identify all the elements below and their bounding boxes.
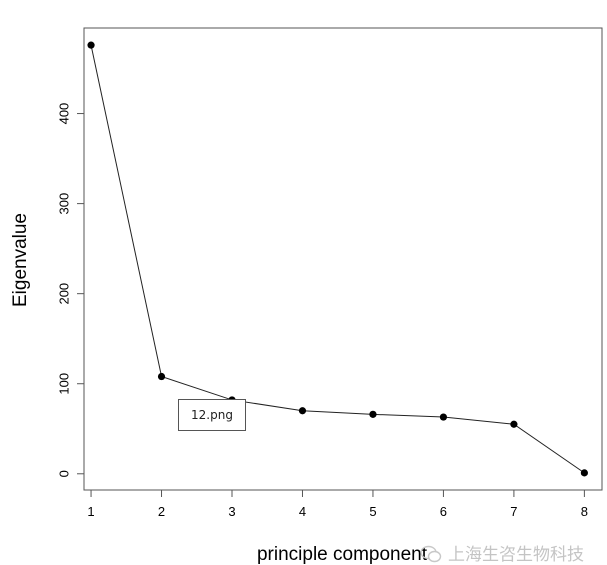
x-tick-label: 7 [510,504,517,519]
data-point [87,41,95,49]
data-point [369,410,377,418]
y-tick-label: 200 [57,283,72,305]
y-tick-label: 0 [57,470,72,477]
x-tick-label: 1 [87,504,94,519]
x-tick-label: 4 [299,504,306,519]
x-tick-label: 5 [369,504,376,519]
x-tick-label: 2 [158,504,165,519]
x-tick-label: 8 [581,504,588,519]
watermark: 上海生咨生物科技 [420,540,584,565]
y-tick-label: 100 [57,373,72,395]
x-axis-title: principle component [257,544,428,565]
data-point [439,413,448,421]
data-point [510,420,518,428]
data-point [580,469,588,477]
data-point [298,407,307,415]
x-tick-label: 3 [228,504,235,519]
y-tick-label: 300 [57,193,72,215]
y-axis-title: Eigenvalue [10,213,31,307]
filename-tooltip: 12.png [178,399,246,431]
watermark-text: 上海生咨生物科技 [448,545,584,565]
y-axis: 0 100 200 300 400 [57,103,85,477]
x-axis: 1 2 3 4 5 6 7 8 [87,489,588,519]
plot-frame [83,27,603,491]
x-tick-label: 6 [440,504,447,519]
y-tick-label: 400 [57,103,72,125]
data-point [157,372,166,381]
series-line [90,45,585,474]
data-points [87,41,588,477]
wechat-icon [420,545,442,563]
tooltip-text: 12.png [191,408,233,422]
